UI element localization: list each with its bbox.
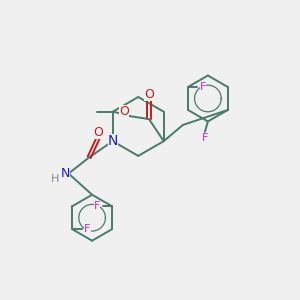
Text: F: F	[200, 82, 206, 92]
Text: O: O	[119, 105, 129, 118]
Text: H: H	[51, 174, 59, 184]
Text: N: N	[61, 167, 70, 180]
Text: F: F	[84, 224, 91, 234]
Text: O: O	[93, 126, 103, 139]
Text: F: F	[94, 201, 100, 211]
Text: F: F	[202, 133, 208, 142]
Text: N: N	[107, 134, 118, 148]
Text: O: O	[144, 88, 154, 101]
